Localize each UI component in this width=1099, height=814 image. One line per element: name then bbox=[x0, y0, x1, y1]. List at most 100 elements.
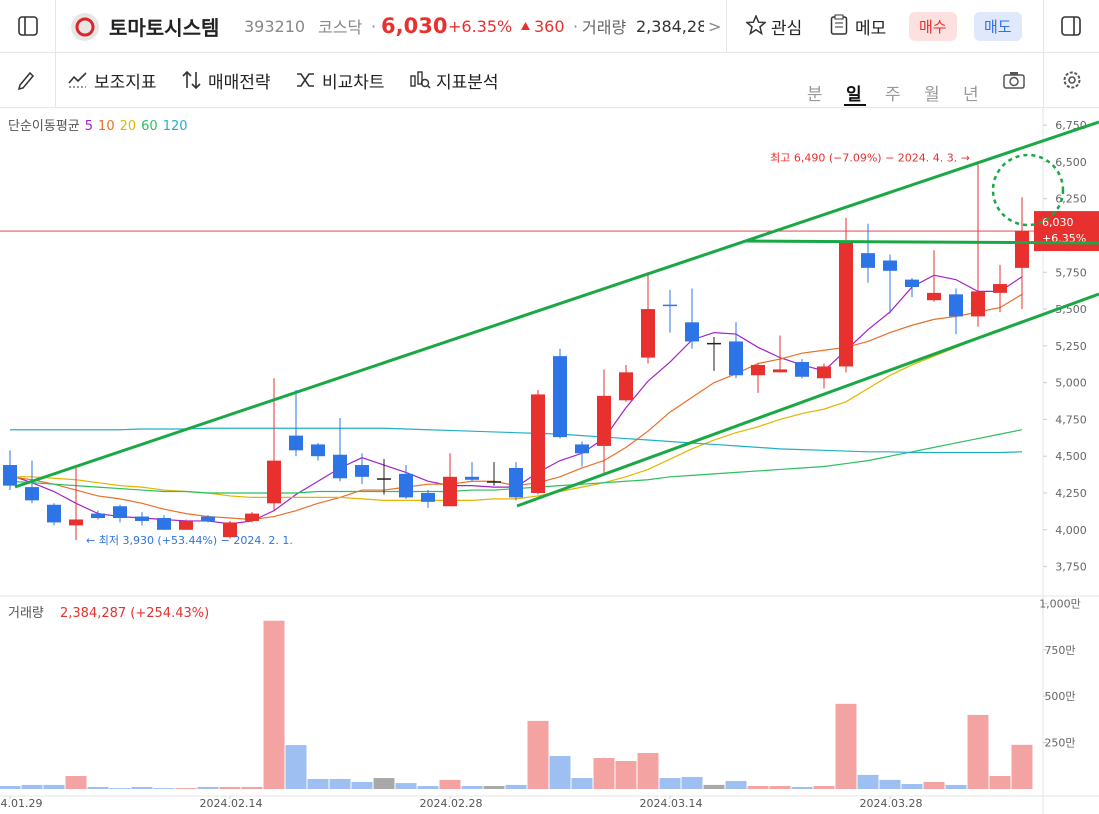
volume-bar bbox=[879, 779, 901, 789]
divider bbox=[1043, 0, 1044, 52]
watch-button[interactable]: 관심 bbox=[771, 18, 803, 39]
market: 코스닥 bbox=[318, 18, 363, 37]
buy-button[interactable]: 매수 bbox=[909, 11, 957, 41]
tab-underline bbox=[844, 104, 866, 106]
camera-icon[interactable] bbox=[1003, 71, 1025, 89]
y-tick-label: 5,000 bbox=[1055, 377, 1087, 390]
sidebar-icon[interactable] bbox=[18, 16, 38, 36]
volume-bar bbox=[813, 786, 835, 789]
toolbar-item[interactable]: 보조지표 bbox=[94, 72, 157, 93]
volume-bar bbox=[593, 758, 615, 789]
volume-bar bbox=[483, 786, 505, 789]
indicator-icon bbox=[68, 72, 87, 88]
volume-bar bbox=[835, 703, 857, 789]
toolbar-item[interactable]: 매매전략 bbox=[208, 72, 271, 93]
divider bbox=[55, 0, 56, 52]
dot: · bbox=[573, 16, 579, 36]
volume-bar bbox=[307, 778, 329, 789]
divider bbox=[1043, 53, 1044, 107]
period-tab[interactable]: 월 bbox=[924, 85, 940, 105]
volume-bar bbox=[197, 786, 219, 789]
candle-body bbox=[861, 253, 875, 268]
candle-body bbox=[179, 520, 193, 530]
volume-title: 거래량 bbox=[8, 606, 44, 621]
y-tick-label: 4,000 bbox=[1055, 524, 1087, 537]
volume-bar bbox=[681, 776, 703, 789]
period-tab[interactable]: 분 bbox=[807, 85, 823, 105]
candle-body bbox=[1015, 231, 1029, 268]
volume-bar bbox=[527, 720, 549, 789]
candle-body bbox=[355, 465, 369, 477]
candle-body bbox=[223, 522, 237, 538]
volume-bar bbox=[857, 774, 879, 789]
period-tab[interactable]: 주 bbox=[885, 85, 901, 105]
candle-body bbox=[795, 362, 809, 377]
candle-body bbox=[707, 342, 721, 345]
volume-bar bbox=[945, 784, 967, 789]
volume-bar bbox=[769, 786, 791, 789]
legend-entry: 5 bbox=[85, 119, 93, 134]
period-tab[interactable]: 일 bbox=[846, 85, 862, 105]
y-tick-label: 1,000만 bbox=[1039, 597, 1081, 610]
volume-bar bbox=[285, 745, 307, 789]
logo bbox=[71, 13, 99, 41]
price: 6,030 bbox=[381, 14, 448, 38]
more[interactable]: > bbox=[708, 16, 722, 36]
star-icon bbox=[746, 15, 766, 35]
price-tag-value: 6,030 bbox=[1042, 216, 1074, 229]
y-tick-label: 6,750 bbox=[1055, 119, 1087, 132]
legend-entry: 10 bbox=[98, 119, 115, 134]
candle-body bbox=[927, 292, 941, 301]
y-tick-label: 250만 bbox=[1044, 737, 1075, 750]
settings-icon[interactable] bbox=[1061, 69, 1083, 91]
memo-button[interactable]: 메모 bbox=[855, 18, 887, 39]
candle-body bbox=[883, 260, 897, 271]
volume-bar bbox=[637, 752, 659, 789]
moving-average bbox=[10, 427, 1023, 454]
candle-body bbox=[729, 341, 743, 376]
volume-bar bbox=[901, 783, 923, 789]
candle-body bbox=[971, 291, 985, 317]
divider bbox=[55, 53, 56, 107]
candle-body bbox=[399, 473, 413, 498]
volume-bar bbox=[791, 786, 813, 789]
volume-label: 거래량 bbox=[582, 18, 627, 37]
moving-average bbox=[9, 429, 1023, 494]
y-tick-label: 4,750 bbox=[1055, 413, 1087, 426]
up-arrow bbox=[521, 22, 530, 30]
x-tick-label: 2024.02.14 bbox=[200, 797, 263, 810]
volume-bar bbox=[351, 781, 373, 789]
compare-icon bbox=[297, 73, 314, 87]
x-tick-label: 2024.01.29 bbox=[0, 797, 42, 810]
candle-body bbox=[311, 444, 325, 457]
volume: 2,384,28 bbox=[636, 16, 704, 36]
volume-bar bbox=[0, 786, 21, 789]
candle-body bbox=[597, 395, 611, 446]
legend-entry: 20 bbox=[120, 119, 137, 134]
volume-bar bbox=[87, 786, 109, 789]
moving-average bbox=[9, 293, 1023, 521]
candle-body bbox=[25, 487, 39, 501]
period-tab[interactable]: 년 bbox=[963, 85, 979, 105]
volume-bar bbox=[417, 786, 439, 789]
y-tick-label: 4,500 bbox=[1055, 450, 1087, 463]
candle-body bbox=[91, 513, 105, 519]
toolbar-item[interactable]: 지표분석 bbox=[436, 72, 499, 93]
y-tick-label: 5,250 bbox=[1055, 340, 1087, 353]
candle-body bbox=[201, 516, 215, 521]
sell-button[interactable]: 매도 bbox=[974, 11, 1022, 41]
candle-body bbox=[641, 309, 655, 358]
x-tick-label: 2024.03.28 bbox=[860, 797, 923, 810]
y-tick-label: 6,500 bbox=[1055, 156, 1087, 169]
candle-body bbox=[135, 516, 149, 521]
legend-title: 단순이동평균 bbox=[8, 119, 80, 134]
memo-icon bbox=[830, 14, 848, 35]
toolbar-item[interactable]: 비교차트 bbox=[322, 72, 385, 93]
candle-body bbox=[487, 481, 501, 483]
volume-bar bbox=[747, 786, 769, 789]
volume-bar bbox=[175, 788, 197, 789]
draw-icon[interactable] bbox=[17, 70, 37, 90]
panel-icon[interactable] bbox=[1061, 16, 1081, 36]
candle-body bbox=[443, 476, 457, 507]
